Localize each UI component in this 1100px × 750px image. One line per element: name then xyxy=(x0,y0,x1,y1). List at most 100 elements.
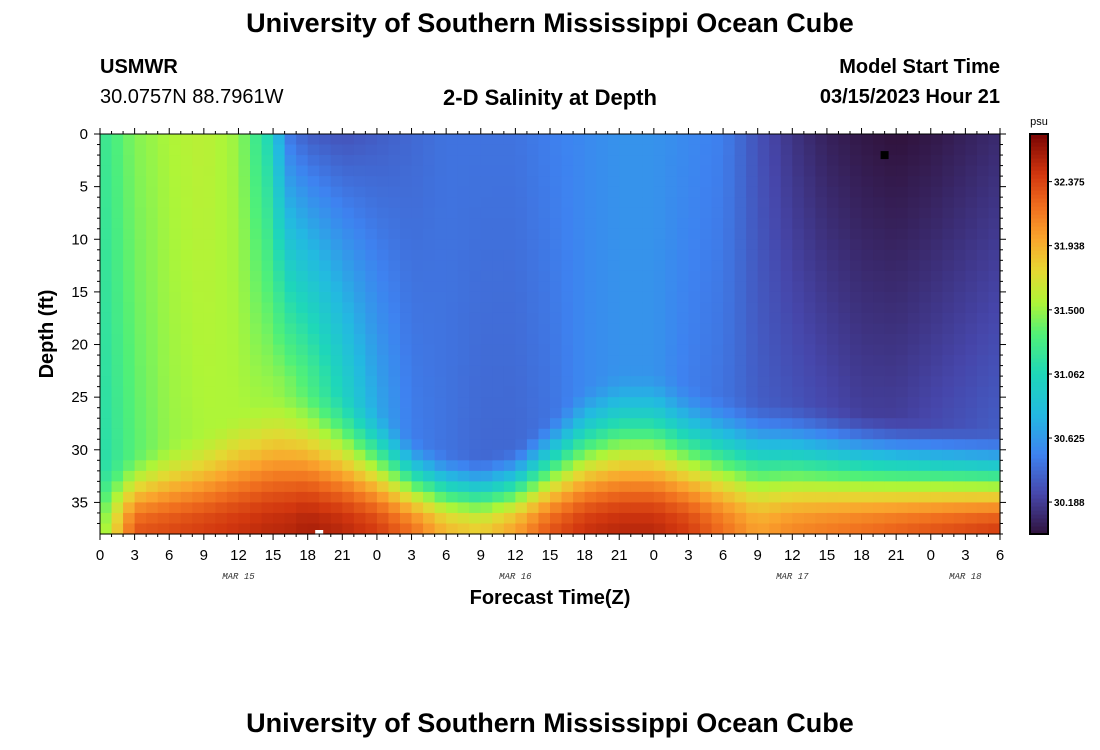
heatmap-cell xyxy=(757,334,770,346)
heatmap-cell xyxy=(238,260,251,272)
heatmap-cell xyxy=(688,491,701,504)
heatmap-cell xyxy=(503,376,516,388)
heatmap-cell xyxy=(526,355,540,367)
heatmap-cell xyxy=(469,512,482,525)
heatmap-cell xyxy=(123,207,136,219)
heatmap-cell xyxy=(896,344,909,356)
heatmap-cell xyxy=(665,449,678,461)
heatmap-cell xyxy=(388,291,401,304)
heatmap-cell xyxy=(492,355,505,367)
heatmap-cell xyxy=(873,218,886,230)
heatmap-cell xyxy=(953,155,966,167)
heatmap-cell xyxy=(423,302,436,314)
heatmap-cell xyxy=(238,176,251,188)
heatmap-cell xyxy=(134,344,147,356)
heatmap-cell xyxy=(353,418,366,430)
heatmap-cell xyxy=(746,291,759,304)
heatmap-cell xyxy=(400,512,413,525)
heatmap-cell xyxy=(492,228,505,240)
heatmap-cell xyxy=(780,239,793,251)
heatmap-cell xyxy=(411,470,424,482)
heatmap-cell xyxy=(238,523,251,535)
heatmap-cell xyxy=(469,197,482,209)
heatmap-cell xyxy=(815,355,828,367)
heatmap-cell xyxy=(434,470,447,482)
heatmap-cell xyxy=(134,386,147,398)
heatmap-cell xyxy=(711,491,724,504)
heatmap-cell xyxy=(584,344,597,356)
heatmap-cell xyxy=(965,312,978,325)
x-tick-label: 0 xyxy=(96,547,104,564)
heatmap-cell xyxy=(976,186,990,198)
heatmap-cell xyxy=(919,218,932,230)
heatmap-cell xyxy=(896,249,909,261)
heatmap-cell xyxy=(769,418,782,430)
heatmap-cell xyxy=(850,449,863,461)
heatmap-cell xyxy=(515,502,528,514)
heatmap-cell xyxy=(757,270,770,282)
heatmap-cell xyxy=(700,207,713,219)
heatmap-cell xyxy=(100,502,113,514)
heatmap-cell xyxy=(734,207,747,219)
x-tick-label: 18 xyxy=(853,547,870,564)
colorbar-tick-label: 30.625 xyxy=(1054,434,1085,445)
heatmap-cell xyxy=(780,365,793,377)
heatmap-cell xyxy=(434,270,447,282)
heatmap-cell xyxy=(573,523,586,535)
heatmap-cell xyxy=(434,481,447,493)
heatmap-cell xyxy=(630,176,643,188)
heatmap-cell xyxy=(226,176,240,188)
heatmap-cell xyxy=(538,228,551,240)
heatmap-cell xyxy=(757,176,770,188)
heatmap-cell xyxy=(146,365,159,377)
heatmap-cell xyxy=(215,418,228,430)
heatmap-cell xyxy=(411,249,424,261)
heatmap-cell xyxy=(942,323,955,335)
heatmap-cell xyxy=(792,281,805,293)
heatmap-cell xyxy=(469,407,482,419)
heatmap-cell xyxy=(896,470,909,482)
heatmap-cell xyxy=(919,334,932,346)
heatmap-cell xyxy=(676,207,690,219)
heatmap-cell xyxy=(688,407,701,419)
heatmap-cell xyxy=(238,291,251,304)
heatmap-cell xyxy=(365,449,378,461)
heatmap-cell xyxy=(273,523,286,535)
heatmap-cell xyxy=(757,512,770,525)
heatmap-cell xyxy=(330,481,343,493)
heatmap-cell xyxy=(250,439,263,451)
heatmap-cell xyxy=(469,397,482,409)
heatmap-cell xyxy=(988,344,1001,356)
heatmap-cell xyxy=(861,407,874,419)
heatmap-cell xyxy=(342,323,355,335)
heatmap-cell xyxy=(423,312,436,325)
heatmap-cell xyxy=(376,323,390,335)
heatmap-cell xyxy=(723,207,736,219)
heatmap-cell xyxy=(261,365,274,377)
heatmap-cell xyxy=(446,355,459,367)
heatmap-cell xyxy=(746,439,759,451)
heatmap-cell xyxy=(930,176,943,188)
heatmap-cell xyxy=(446,449,459,461)
heatmap-cell xyxy=(180,491,193,504)
heatmap-cell xyxy=(976,176,990,188)
heatmap-cell xyxy=(480,323,493,335)
heatmap-cell xyxy=(180,376,193,388)
heatmap-cell xyxy=(850,281,863,293)
heatmap-cell xyxy=(469,481,482,493)
heatmap-cell xyxy=(815,323,828,335)
heatmap-cell xyxy=(100,186,113,198)
heatmap-cell xyxy=(480,260,493,272)
heatmap-cell xyxy=(630,134,643,146)
heatmap-cell xyxy=(665,523,678,535)
heatmap-cell xyxy=(134,228,147,240)
heatmap-cell xyxy=(100,397,113,409)
heatmap-cell xyxy=(561,197,574,209)
heatmap-cell xyxy=(676,249,690,261)
heatmap-cell xyxy=(307,281,320,293)
heatmap-cell xyxy=(700,165,713,177)
heatmap-cell xyxy=(653,260,666,272)
heatmap-cell xyxy=(180,407,193,419)
heatmap-cell xyxy=(480,523,493,535)
heatmap-cell xyxy=(192,491,205,504)
